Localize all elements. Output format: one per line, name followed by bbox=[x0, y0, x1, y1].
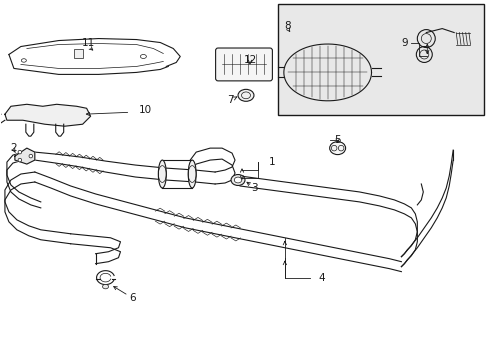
Circle shape bbox=[29, 154, 33, 158]
Text: 11: 11 bbox=[82, 37, 95, 48]
Text: 3: 3 bbox=[251, 183, 258, 193]
Ellipse shape bbox=[230, 175, 244, 185]
Text: 1: 1 bbox=[268, 157, 275, 167]
Text: 12: 12 bbox=[243, 55, 256, 66]
Text: 5: 5 bbox=[334, 135, 340, 145]
FancyBboxPatch shape bbox=[74, 49, 83, 58]
Ellipse shape bbox=[238, 89, 253, 101]
Text: 9: 9 bbox=[400, 37, 407, 48]
Ellipse shape bbox=[234, 177, 241, 183]
FancyBboxPatch shape bbox=[215, 48, 272, 81]
Bar bbox=[277, 4, 483, 115]
Text: 8: 8 bbox=[284, 21, 290, 31]
Ellipse shape bbox=[158, 160, 166, 188]
Polygon shape bbox=[15, 148, 35, 164]
Ellipse shape bbox=[329, 141, 345, 154]
Ellipse shape bbox=[102, 284, 108, 289]
Text: 2: 2 bbox=[11, 143, 17, 153]
Text: 10: 10 bbox=[139, 105, 152, 115]
Circle shape bbox=[18, 150, 21, 154]
Text: 6: 6 bbox=[129, 293, 136, 302]
Polygon shape bbox=[5, 104, 90, 126]
Ellipse shape bbox=[188, 160, 196, 188]
Text: 7: 7 bbox=[226, 95, 233, 105]
Circle shape bbox=[18, 158, 21, 162]
Text: 4: 4 bbox=[318, 273, 325, 283]
